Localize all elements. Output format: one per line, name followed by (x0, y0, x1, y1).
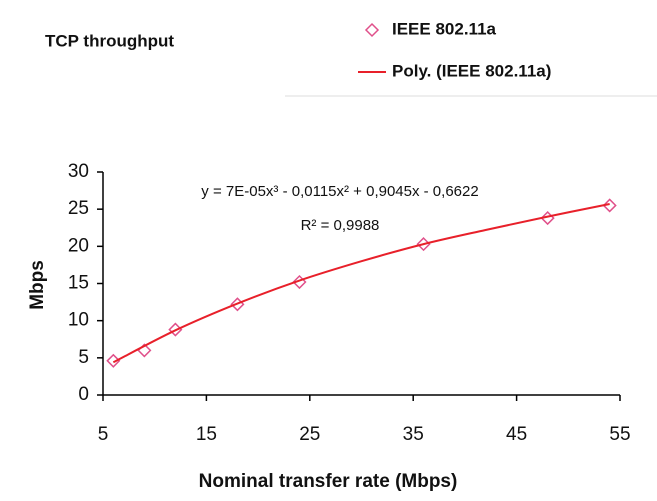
legend-label: Poly. (IEEE 802.11a) (392, 61, 551, 80)
y-tick-label: 15 (68, 273, 89, 294)
y-axis-label: Mbps (27, 260, 48, 310)
equation: y = 7E-05x³ - 0,0115x² + 0,9045x - 0,662… (201, 183, 478, 200)
y-tick-label: 10 (68, 310, 89, 331)
r-squared: R² = 0,9988 (301, 217, 380, 234)
y-tick-label: 5 (78, 347, 89, 368)
trendline (112, 202, 610, 364)
y-tick-label: 0 (78, 384, 89, 405)
y-tick-label: 25 (68, 198, 89, 219)
x-tick-label: 5 (98, 424, 109, 445)
chart-title: TCP throughput (45, 31, 174, 50)
x-tick-label: 35 (403, 424, 424, 445)
x-tick-label: 15 (196, 424, 217, 445)
legend-marker (364, 22, 380, 38)
y-tick-label: 20 (68, 235, 89, 256)
data-point (106, 353, 121, 368)
x-tick-label: 55 (609, 424, 630, 445)
y-tick-label: 30 (68, 161, 89, 182)
x-tick-label: 45 (506, 424, 527, 445)
data-point (602, 198, 617, 213)
x-tick-label: 25 (299, 424, 320, 445)
x-axis-label: Nominal transfer rate (Mbps) (199, 471, 458, 492)
legend-label: IEEE 802.11a (392, 19, 497, 38)
